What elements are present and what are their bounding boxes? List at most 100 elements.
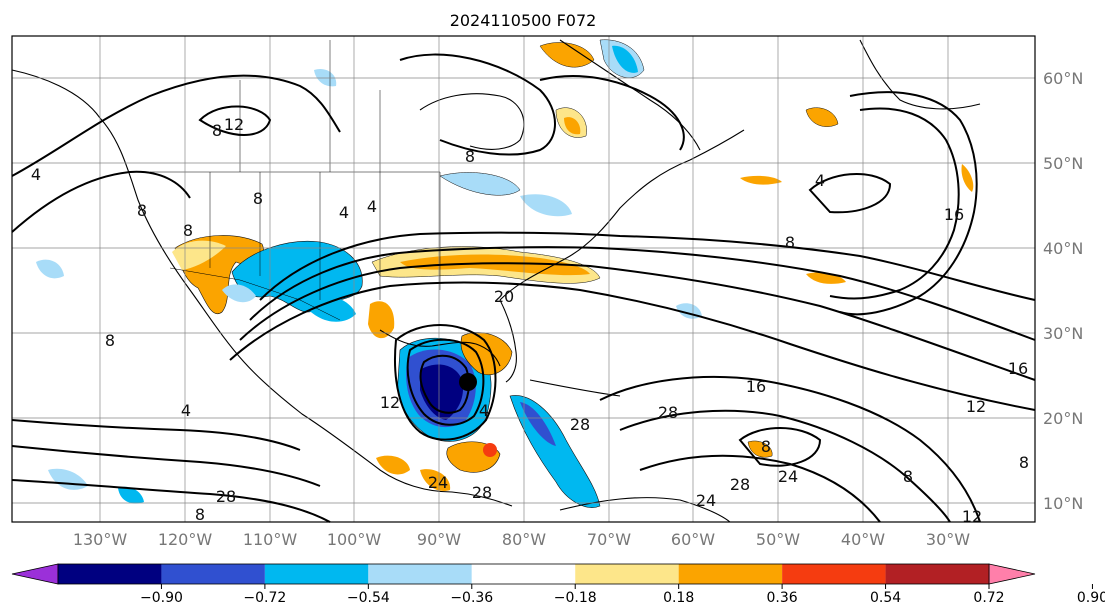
contour-line: [11, 445, 321, 487]
anomaly-positive: [740, 175, 782, 185]
contour-label: 4: [815, 171, 825, 190]
contour-label: 28: [216, 487, 236, 506]
contour-label: 12: [224, 115, 244, 134]
anomaly-positive: [961, 164, 974, 192]
contour-label: 4: [479, 401, 489, 420]
colorbar-segment: [885, 564, 989, 584]
contour-line: [229, 281, 1036, 411]
shaded-anomalies: [36, 39, 974, 508]
lon-label: 70°W: [587, 530, 631, 549]
anomaly-negative: [439, 172, 521, 196]
contour-label: 16: [746, 377, 766, 396]
contour-label: 16: [1008, 359, 1028, 378]
lat-label: 20°N: [1043, 409, 1083, 428]
contour-labels: 8 12 4 8 8 8 4 4 8 16 8 4 20 12 16 28 12…: [31, 115, 1029, 526]
border-province: [239, 40, 381, 172]
contour-line: [406, 338, 485, 426]
anomaly-positive: [368, 301, 395, 339]
contour-label: 8: [212, 121, 222, 140]
coastline-florida: [499, 299, 517, 383]
contour-line: [259, 231, 1036, 301]
colorbar-tick-label: −0.36: [450, 590, 493, 606]
contour-label: 24: [428, 473, 448, 492]
coastline-east: [499, 129, 745, 301]
lon-label: 100°W: [327, 530, 382, 549]
contour-line: [829, 107, 960, 300]
colorbar-segment: [58, 564, 162, 584]
contour-line: [249, 246, 1036, 341]
contour-line: [394, 324, 497, 441]
lon-label: 90°W: [417, 530, 461, 549]
coastline-greenland: [859, 39, 981, 110]
colorbar: −0.90 −0.72 −0.54 −0.36 −0.18 0.18 0.36 0.54 0.7…: [11, 563, 1105, 606]
lat-label: 50°N: [1043, 154, 1083, 173]
colorbar-segment: [161, 564, 265, 584]
contour-label: 8: [195, 505, 205, 524]
anomaly-negative: [612, 45, 638, 73]
colorbar-segment: [471, 564, 576, 584]
contour-line: [619, 409, 951, 523]
colorbar-tick-label: −0.72: [243, 590, 286, 606]
lon-label: 110°W: [243, 530, 298, 549]
colorbar-tick-label: −0.18: [554, 590, 597, 606]
contour-line: [11, 419, 301, 451]
contour-label: 28: [658, 403, 678, 422]
lat-label: 10°N: [1043, 494, 1083, 513]
coastline-north-america: [11, 69, 513, 507]
lon-label: 50°W: [756, 530, 800, 549]
coastline-south-america: [559, 497, 731, 523]
coastlines: [11, 39, 981, 523]
colorbar-extend-high: [988, 563, 1036, 585]
contour-line: [808, 173, 892, 214]
contour-label: 4: [367, 197, 377, 216]
contour-label: 28: [730, 475, 750, 494]
lon-label: 60°W: [671, 530, 715, 549]
map-frame: [11, 35, 1036, 523]
coastline-labrador: [559, 39, 701, 151]
coastline-hudson: [419, 93, 525, 150]
lon-label: 80°W: [502, 530, 546, 549]
anomaly-negative: [36, 259, 64, 279]
contour-line: [539, 74, 685, 151]
contour-label: 12: [380, 393, 400, 412]
colorbar-tick-label: 0.18: [663, 590, 694, 606]
anomaly-positive: [805, 107, 839, 127]
contour-line: [599, 375, 981, 523]
border-state: [209, 172, 441, 300]
anomaly-positive: [747, 440, 773, 458]
contour-label: 8: [105, 331, 115, 350]
contour-line: [738, 427, 822, 467]
latitude-labels: 60°N 50°N 40°N 30°N 20°N 10°N: [1043, 69, 1083, 513]
anomaly-negative: [118, 486, 144, 504]
contour-line: [399, 53, 556, 156]
colorbar-tick-label: 0.36: [767, 590, 798, 606]
colorbar-extend-low: [11, 563, 59, 585]
contour-label: 8: [761, 437, 771, 456]
contour-line: [198, 105, 272, 136]
colorbar-tick-label: −0.54: [347, 590, 390, 606]
colorbar-frame: [57, 563, 990, 585]
colorbar-segment: [782, 564, 886, 584]
map-title: 2024110500 F072: [450, 11, 597, 30]
anomaly-positive: [400, 254, 590, 276]
colorbar-tick-label: 0.72: [973, 590, 1004, 606]
lat-label: 30°N: [1043, 324, 1083, 343]
contour-label: 8: [1019, 453, 1029, 472]
contour-line: [11, 74, 341, 177]
anomaly-negative: [300, 295, 356, 322]
anomaly-negative: [222, 284, 256, 303]
contour-label: 8: [253, 189, 263, 208]
contour-label: 4: [31, 165, 41, 184]
contour-label: 28: [570, 415, 590, 434]
contour-line: [11, 170, 191, 233]
lat-label: 40°N: [1043, 239, 1083, 258]
contour-label: 12: [966, 397, 986, 416]
contour-label: 24: [696, 491, 716, 510]
lat-label: 60°N: [1043, 69, 1083, 88]
contour-label: 4: [181, 401, 191, 420]
contour-label: 4: [339, 203, 349, 222]
lon-label: 30°W: [926, 530, 970, 549]
contour-label: 24: [778, 467, 798, 486]
anomaly-positive: [564, 117, 581, 135]
